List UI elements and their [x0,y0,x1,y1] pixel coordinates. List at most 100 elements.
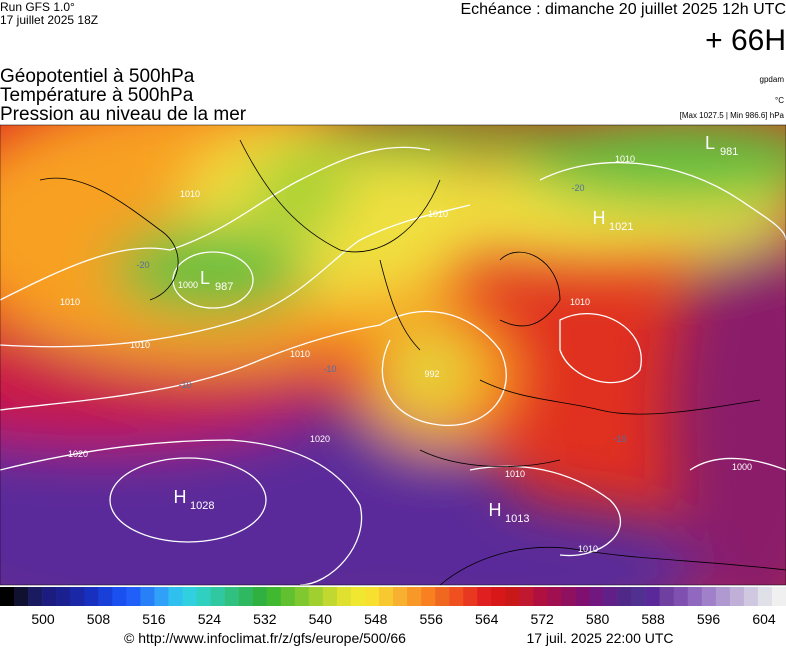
colorbar-label: 524 [198,611,222,627]
colorbar-label: 500 [31,611,55,627]
pressure-center: L 987 [200,268,233,293]
isobar-label: 1010 [428,209,448,219]
color-swatch [378,587,394,606]
colorbar-label: 572 [530,611,554,627]
center-value: 1028 [190,500,214,512]
color-swatch [393,587,408,606]
color-swatch [168,587,183,606]
color-swatch [659,587,675,606]
color-swatch [743,587,759,606]
color-swatch [56,587,71,606]
color-swatch [140,587,155,606]
color-swatch [407,587,422,606]
colorbar-label: 548 [364,611,388,627]
color-swatch [547,587,562,606]
temperature-label: -10 [613,434,626,444]
unit-label: gpdam [760,75,785,84]
center-value: 987 [215,281,233,293]
center-value: 1013 [505,513,529,525]
temperature-label: -20 [571,183,584,193]
pressure-center: H 1021 [593,208,634,233]
pressure-center: H 1013 [489,500,530,525]
color-swatch [645,587,660,606]
color-swatch [322,587,338,606]
colorbar-label: 508 [87,611,111,627]
temperature-label: -20 [136,260,149,270]
color-swatch [631,587,646,606]
pressure-range: [Max 1027.5 | Min 986.6] hPa [680,111,785,120]
color-swatch [617,587,632,606]
isobar-label: 1000 [178,280,198,290]
color-swatch [294,587,310,606]
center-letter: L [200,268,210,288]
color-swatch [280,587,296,606]
color-swatch [210,587,225,606]
map [0,125,786,585]
color-swatch [266,587,282,606]
colorbar-label: 516 [142,611,166,627]
color-swatch [350,587,366,606]
colorbar-label: 540 [309,611,333,627]
pressure-center: H 1028 [174,487,215,512]
color-swatch [70,587,85,606]
temperature-label: -10 [323,364,336,374]
color-swatch [771,587,786,606]
pressure-center: L 981 [705,133,738,158]
isobar-label: 1010 [290,349,310,359]
color-swatch [252,587,267,606]
colorbar-label: 596 [697,611,721,627]
colorbar-label: 588 [641,611,665,627]
colorbar-label: 556 [420,611,444,627]
color-swatch [84,587,99,606]
center-letter: H [593,208,606,228]
echeance: Echéance : dimanche 20 juillet 2025 12h … [460,1,786,18]
color-swatch [28,587,43,606]
title: Géopotentiel à 500hPa [0,66,195,87]
color-swatch [463,587,478,606]
isobar-label: 1010 [505,469,525,479]
source-url: © http://www.infoclimat.fr/z/gfs/europe/… [124,630,406,646]
lead-time: + 66H [705,24,786,57]
color-swatch [42,587,57,606]
color-swatch [336,587,352,606]
isobar-label: 1000 [732,462,752,472]
isobar-label: 1020 [310,434,330,444]
center-value: 981 [720,146,738,158]
color-swatch [0,587,15,606]
color-swatch [14,587,29,606]
color-swatch [196,587,211,606]
unit-label: °C [775,96,784,105]
color-swatch [98,587,113,606]
color-swatch [126,587,141,606]
colorbar-label: 604 [752,611,776,627]
color-swatch [112,587,127,606]
color-swatch [533,587,548,606]
color-swatch [308,587,324,606]
run-label: Run GFS 1.0° [0,0,75,14]
center-value: 1021 [609,221,633,233]
color-swatch [561,587,576,606]
color-swatch [603,587,618,606]
color-swatch [224,587,239,606]
color-swatch [477,587,492,606]
title: Pression au niveau de la mer [0,104,247,125]
color-swatch [687,587,703,606]
color-swatch [435,587,450,606]
title: Température à 500hPa [0,85,194,106]
isobar-label: 1010 [60,297,80,307]
color-swatch [715,587,731,606]
color-swatch [505,587,520,606]
isobar-label: 1010 [615,154,635,164]
colorbar-label: 532 [253,611,277,627]
issue-date: 17 juil. 2025 22:00 UTC [526,630,673,646]
isobar-label: 1010 [130,340,150,350]
color-swatch [519,587,534,606]
color-swatch [589,587,604,606]
color-swatch [364,587,380,606]
center-letter: H [174,487,187,507]
color-swatch [182,587,197,606]
color-swatch [575,587,590,606]
color-swatch [238,587,253,606]
colorbar-label: 564 [475,611,499,627]
